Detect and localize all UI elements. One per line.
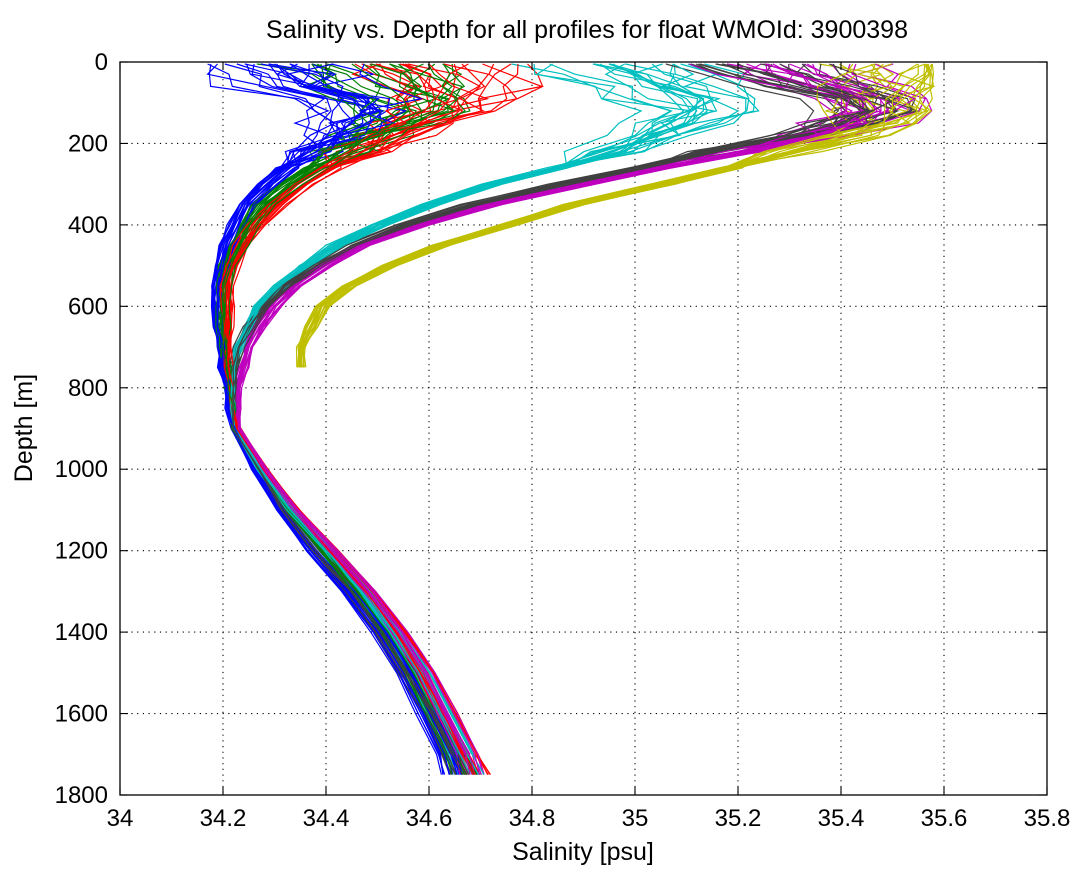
y-axis-label: Depth [m] [10, 374, 38, 482]
profile-line-107 [226, 63, 475, 775]
profile-line-141 [222, 63, 466, 775]
profile-line-68 [297, 63, 933, 368]
profile-line-44 [227, 63, 486, 775]
plot-frame [119, 61, 1048, 796]
y-tick-label: 0 [95, 49, 108, 76]
profile-line-29 [218, 63, 481, 775]
profile-line-37 [222, 63, 489, 775]
y-tick-label: 1800 [55, 782, 108, 809]
profile-line-102 [244, 63, 869, 368]
profile-line-13 [232, 63, 896, 775]
x-tick-label: 34.2 [200, 805, 247, 832]
profile-line-9 [220, 63, 544, 775]
x-tick-label: 34.8 [509, 805, 556, 832]
x-tick-label: 35.8 [1024, 805, 1071, 832]
y-tick-labels: 0 200 400 600 800 1000 1200 1400 1600 1800 [55, 49, 108, 809]
profile-line-142 [227, 63, 476, 775]
profile-line-99 [223, 63, 456, 368]
profile-line-118 [229, 63, 897, 368]
profile-line-144 [237, 63, 879, 775]
profile-line-100 [228, 63, 512, 368]
profile-line-43 [220, 63, 479, 775]
profile-lines [206, 63, 936, 775]
profile-line-103 [301, 63, 930, 368]
x-tick-labels: 34 34.2 34.4 34.6 34.8 35 35.2 35.4 35.6 35.8 [107, 805, 1071, 832]
profile-line-60 [237, 63, 933, 775]
profile-line-143 [232, 63, 698, 775]
x-tick-label: 35 [622, 805, 649, 832]
profile-line-93 [224, 63, 545, 755]
x-tick-label: 35.2 [715, 805, 762, 832]
profile-line-97 [230, 63, 920, 775]
profile-line-138 [297, 63, 906, 368]
profile-line-30 [227, 63, 474, 755]
profile-line-3 [231, 63, 673, 775]
profile-line-58 [225, 63, 518, 775]
profile-line-74 [237, 63, 882, 775]
profile-line-65 [225, 63, 471, 775]
profile-line-135 [219, 63, 474, 775]
profile-line-113 [220, 63, 445, 755]
profile-line-111 [231, 63, 900, 775]
y-tick-label: 400 [68, 212, 108, 239]
profile-line-35 [212, 63, 332, 368]
profile-line-131 [299, 63, 876, 368]
profile-line-140 [217, 63, 451, 775]
profile-line-40 [298, 63, 879, 368]
profile-line-23 [224, 63, 480, 775]
profile-line-1 [222, 63, 471, 775]
y-tick-label: 1600 [55, 701, 108, 728]
axis-ticks [119, 61, 1048, 796]
profile-line-69 [232, 63, 899, 368]
profile-line-128 [229, 63, 490, 755]
grid-lines [120, 62, 1047, 795]
profile-line-2 [225, 63, 478, 775]
profile-line-83 [232, 63, 913, 368]
profile-line-51 [226, 63, 489, 775]
x-tick-label: 34.6 [406, 805, 453, 832]
x-tick-label: 35.6 [921, 805, 968, 832]
profile-line-16 [220, 63, 490, 775]
y-tick-label: 600 [68, 293, 108, 320]
x-tick-label: 34 [107, 805, 134, 832]
profile-line-146 [232, 63, 868, 775]
profile-line-134 [225, 63, 459, 775]
profile-line-79 [223, 63, 481, 775]
y-tick-label: 1200 [55, 538, 108, 565]
x-tick-label: 34.4 [303, 805, 350, 832]
profile-line-130 [237, 63, 863, 775]
chart-title: Salinity vs. Depth for all profiles for … [266, 16, 908, 44]
y-tick-label: 800 [68, 375, 108, 402]
profile-line-72 [220, 63, 519, 775]
x-tick-label: 35.4 [818, 805, 865, 832]
profile-line-32 [235, 63, 914, 755]
profile-line-122 [229, 63, 699, 755]
profile-line-133 [211, 63, 458, 775]
profile-line-139 [231, 63, 871, 755]
x-axis-label: Salinity [psu] [512, 838, 654, 866]
profile-line-126 [216, 63, 463, 775]
profile-line-119 [210, 63, 444, 775]
profile-line-114 [224, 63, 482, 755]
profile-line-64 [215, 63, 478, 775]
y-tick-label: 1400 [55, 619, 108, 646]
y-tick-label: 200 [68, 130, 108, 157]
profile-line-15 [223, 63, 461, 755]
profile-line-18 [238, 63, 902, 368]
profile-line-145 [299, 64, 919, 368]
y-tick-label: 1000 [55, 456, 108, 483]
